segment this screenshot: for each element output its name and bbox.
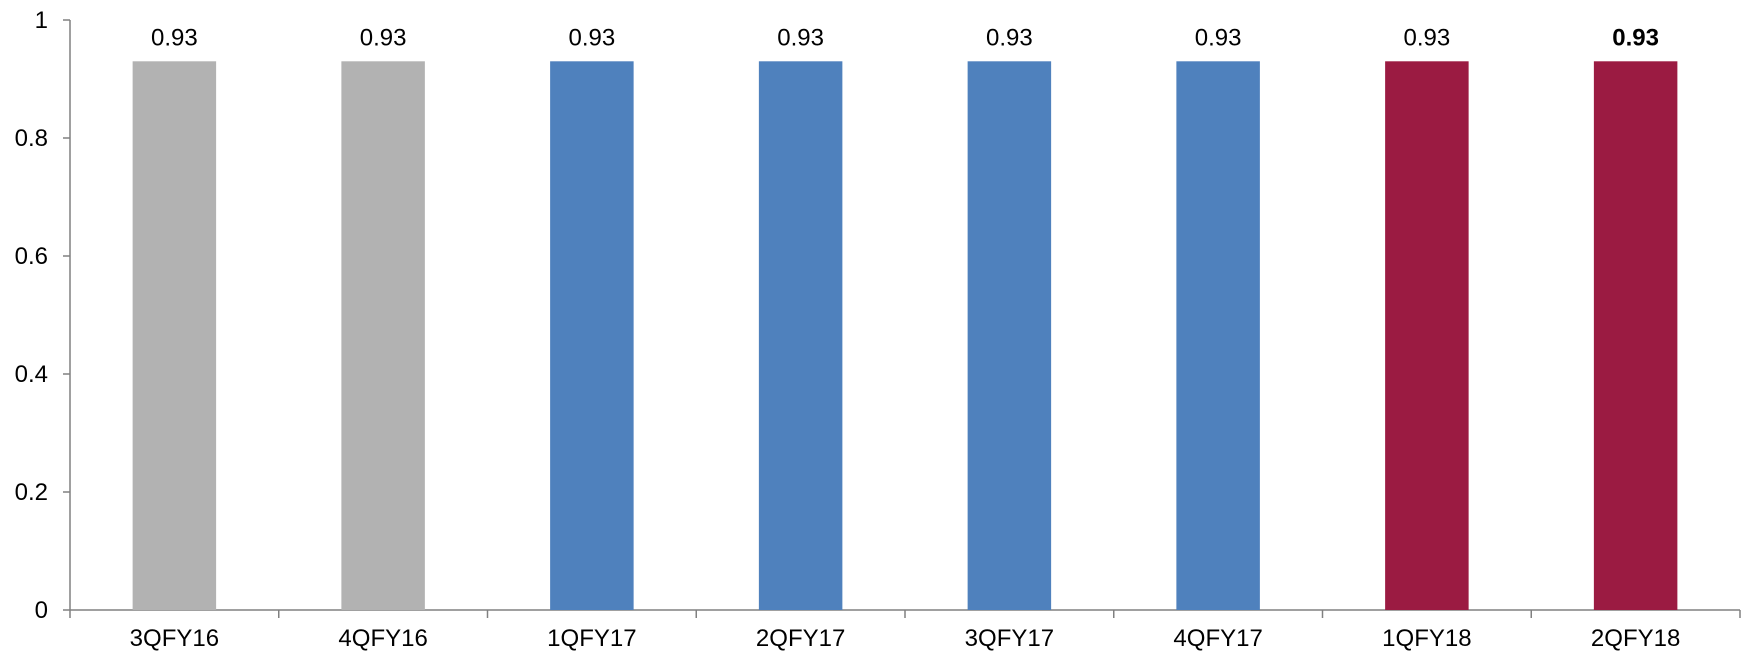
y-tick-label: 1: [35, 7, 48, 34]
data-label-3qfy16: 0.93: [151, 24, 198, 51]
x-tick-label: 3QFY17: [965, 625, 1054, 652]
data-labels: 0.93 0.93 0.93 0.93 0.93 0.93 0.93 0.93: [151, 24, 1659, 51]
data-label-2qfy18: 0.93: [1612, 24, 1659, 51]
y-tick-label: 0.2: [15, 479, 48, 506]
x-tick-label: 4QFY16: [338, 625, 427, 652]
data-label-4qfy17: 0.93: [1195, 24, 1242, 51]
y-tick-label: 0: [35, 597, 48, 624]
x-tick-label: 3QFY16: [130, 625, 219, 652]
data-label-1qfy18: 0.93: [1404, 24, 1451, 51]
bar-3qfy16: [132, 61, 217, 611]
y-tick-label: 0.8: [15, 125, 48, 152]
data-label-1qfy17: 0.93: [569, 24, 616, 51]
y-axis: 0 0.2 0.4 0.6 0.8 1: [15, 7, 71, 624]
x-tick-label: 1QFY18: [1382, 625, 1471, 652]
bar-series: [132, 61, 1678, 611]
y-tick-label: 0.6: [15, 243, 48, 270]
bar-3qfy17: [967, 61, 1052, 611]
bar-4qfy16: [341, 61, 425, 611]
data-label-3qfy17: 0.93: [986, 24, 1033, 51]
x-tick-label: 2QFY17: [756, 625, 845, 652]
data-label-2qfy17: 0.93: [777, 24, 824, 51]
x-tick-label: 4QFY17: [1173, 625, 1262, 652]
bar-1qfy17: [550, 61, 634, 611]
data-label-4qfy16: 0.93: [360, 24, 407, 51]
bar-2qfy18: [1593, 61, 1678, 611]
x-tick-label: 2QFY18: [1591, 625, 1680, 652]
y-tick-label: 0.4: [15, 361, 48, 388]
bar-2qfy17: [758, 61, 843, 611]
x-tick-label: 1QFY17: [547, 625, 636, 652]
bar-1qfy18: [1385, 61, 1469, 611]
bar-4qfy17: [1176, 61, 1260, 611]
x-axis: 3QFY16 4QFY16 1QFY17 2QFY17 3QFY17 4QFY17 1QFY…: [69, 609, 1741, 652]
